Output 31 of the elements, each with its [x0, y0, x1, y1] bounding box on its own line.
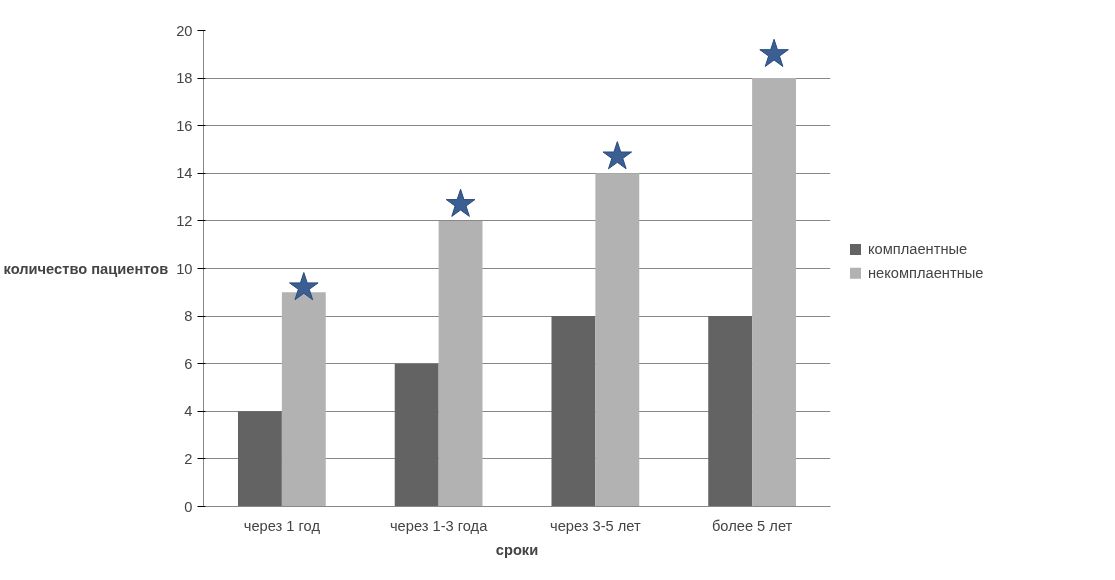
- bar: [752, 78, 797, 507]
- y-tick-label: 10: [176, 260, 193, 277]
- point: [759, 38, 789, 67]
- bar: [237, 411, 282, 507]
- x-axis-title: сроки: [495, 541, 539, 558]
- x-tick-label: через 1 год: [243, 517, 321, 534]
- bar: [551, 316, 596, 507]
- bar: [595, 173, 640, 507]
- y-tick-label: 0: [184, 498, 193, 515]
- x-tick-label: через 3-5 лет: [550, 517, 642, 534]
- legend-label: комплаентные: [868, 241, 968, 258]
- legend-label: некомплаентные: [868, 265, 984, 282]
- x-tick-label: более 5 лет: [711, 517, 793, 534]
- bar: [708, 316, 753, 507]
- y-tick-label: 16: [176, 117, 193, 134]
- bar: [281, 292, 326, 507]
- y-tick-label: 2: [184, 450, 193, 467]
- y-tick-label: 20: [176, 22, 193, 39]
- y-tick-label: 6: [184, 355, 193, 372]
- bar: [394, 363, 439, 507]
- x-tick-label: через 1-3 года: [389, 517, 489, 534]
- y-tick-label: 4: [184, 403, 193, 420]
- y-tick-label: 18: [176, 70, 193, 87]
- y-tick-label: 8: [184, 308, 193, 325]
- bar: [438, 220, 483, 507]
- point: [602, 141, 633, 170]
- y-tick-label: 14: [176, 165, 193, 182]
- y-tick-label: 12: [176, 212, 193, 229]
- point: [289, 272, 319, 301]
- point: [445, 188, 476, 217]
- y-axis-title: количество пациентов: [3, 260, 169, 277]
